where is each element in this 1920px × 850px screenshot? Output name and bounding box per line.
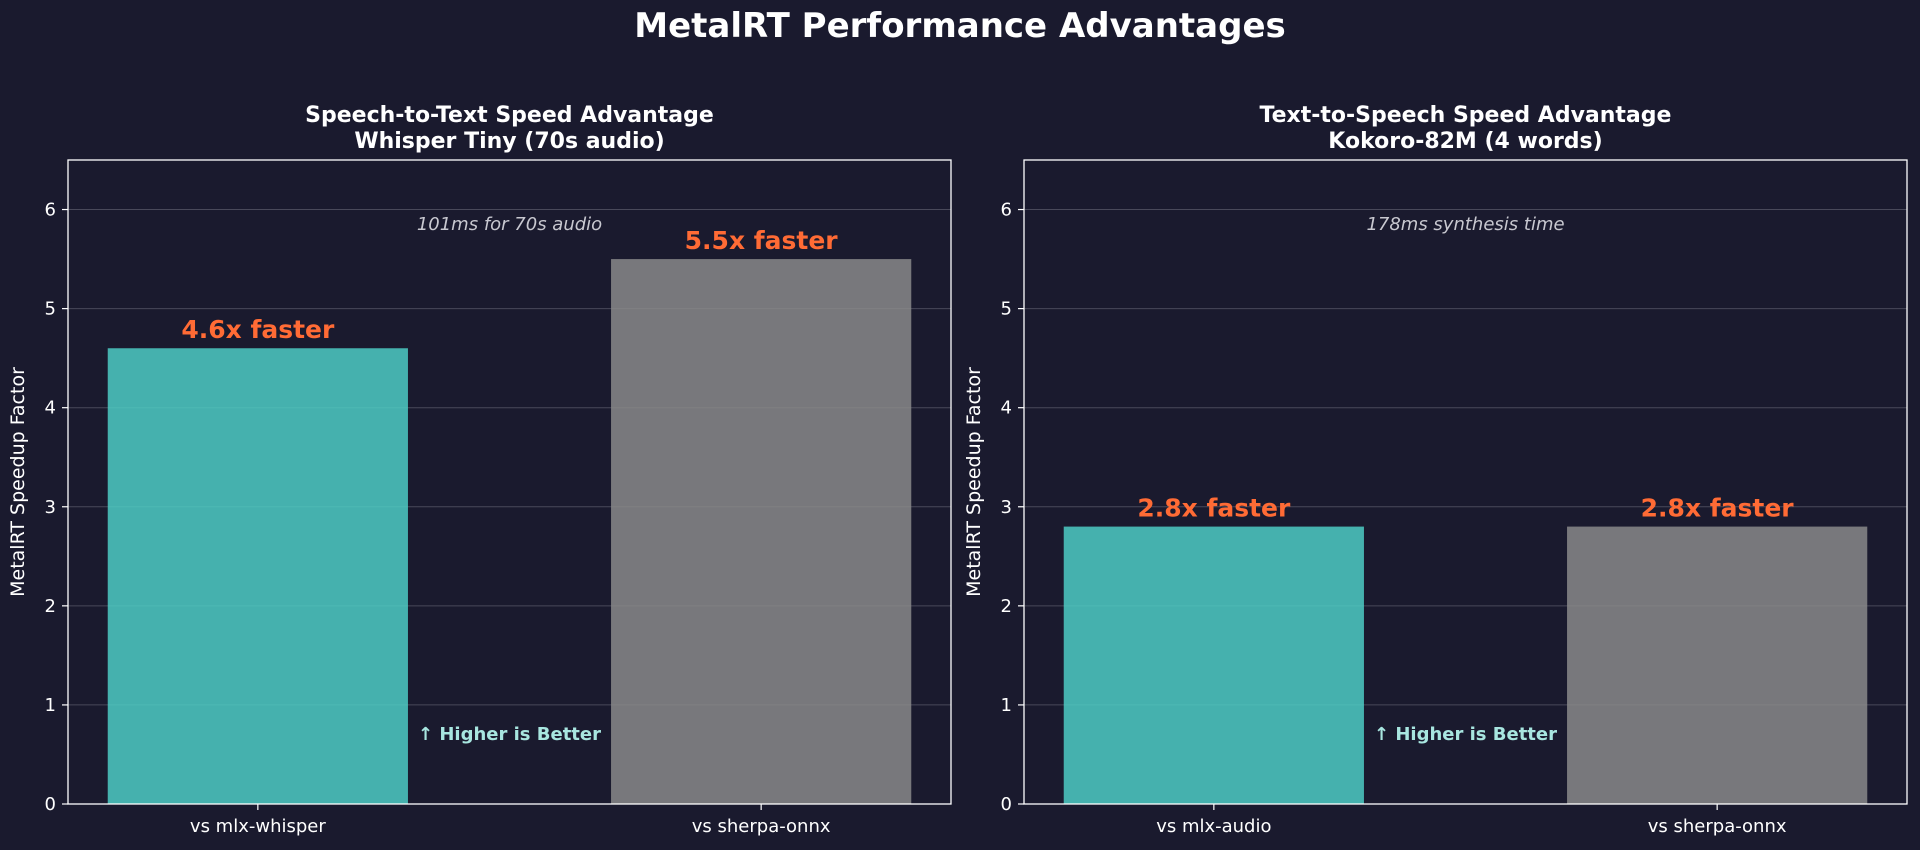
annotation: 101ms for 70s audio (417, 214, 602, 235)
chart-title: Text-to-Speech Speed Advantage (1260, 103, 1672, 128)
y-tick-label: 6 (1001, 200, 1012, 221)
bar-metalrt (1063, 526, 1364, 804)
y-axis-label: MetalRT Speedup Factor (963, 367, 985, 597)
y-tick-label: 4 (1001, 398, 1012, 419)
bar-value-label: 4.6x faster (181, 315, 335, 344)
y-tick-label: 3 (1001, 497, 1012, 518)
y-tick-label: 6 (45, 200, 56, 221)
x-tick-label: vs sherpa-onnx (692, 816, 831, 837)
higher-is-better-note: ↑ Higher is Better (418, 724, 601, 745)
chart-subtitle: Whisper Tiny (70s audio) (354, 129, 664, 154)
y-axis-label: MetalRT Speedup Factor (7, 367, 29, 597)
y-tick-label: 1 (45, 695, 56, 716)
x-tick-label: vs mlx-audio (1156, 816, 1271, 837)
y-tick-label: 4 (45, 398, 56, 419)
bar-competitor (1567, 526, 1868, 804)
bar-value-label: 5.5x faster (685, 226, 839, 255)
y-tick-label: 0 (45, 794, 56, 815)
bar-competitor (611, 259, 912, 805)
plot-frame (67, 159, 952, 805)
plot-frame (1023, 159, 1908, 805)
bar-value-label: 2.8x faster (1641, 494, 1795, 523)
x-tick-label: vs sherpa-onnx (1648, 816, 1787, 837)
y-tick-label: 1 (1001, 695, 1012, 716)
y-tick-label: 2 (1001, 596, 1012, 617)
figure-title: MetalRT Performance Advantages (634, 6, 1286, 46)
bar-value-label: 2.8x faster (1137, 494, 1291, 523)
y-tick-label: 5 (1001, 299, 1012, 320)
y-tick-label: 3 (45, 497, 56, 518)
y-tick-label: 5 (45, 299, 56, 320)
annotation: 178ms synthesis time (1366, 214, 1564, 235)
x-tick-label: vs mlx-whisper (190, 816, 326, 837)
chart-title: Speech-to-Text Speed Advantage (305, 103, 714, 128)
chart-subtitle: Kokoro-82M (4 words) (1328, 129, 1602, 154)
y-tick-label: 0 (1001, 794, 1012, 815)
bar-metalrt (107, 348, 408, 804)
y-tick-label: 2 (45, 596, 56, 617)
higher-is-better-note: ↑ Higher is Better (1374, 724, 1557, 745)
